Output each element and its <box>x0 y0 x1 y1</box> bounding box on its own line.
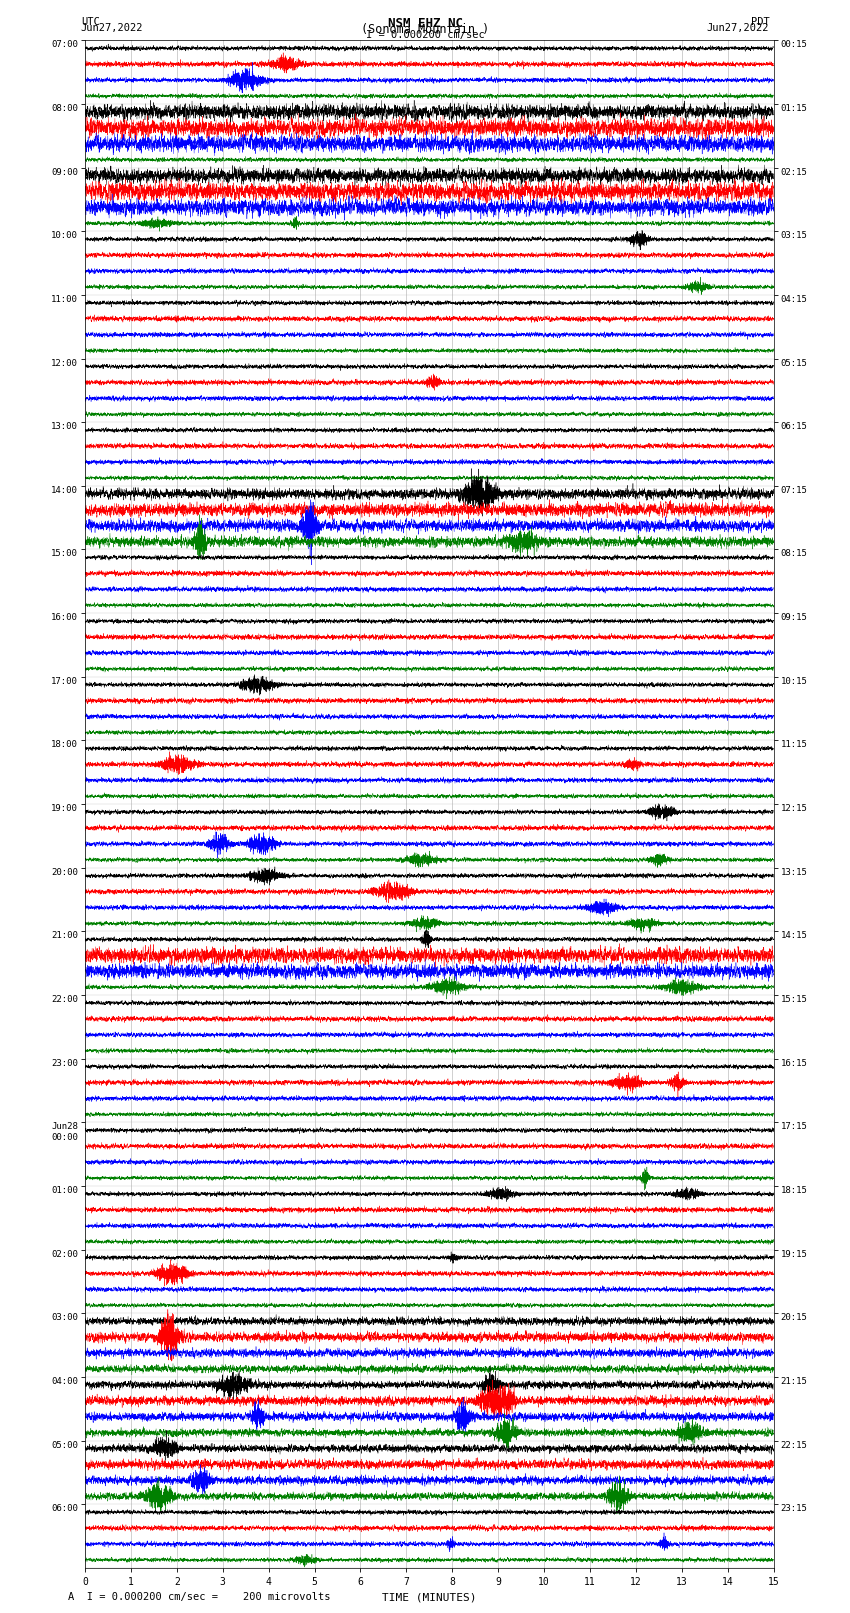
Text: PDT: PDT <box>751 18 769 27</box>
Text: (Sonoma Mountain ): (Sonoma Mountain ) <box>361 24 489 37</box>
Text: NSM EHZ NC: NSM EHZ NC <box>388 18 462 31</box>
Text: Jun27,2022: Jun27,2022 <box>81 24 144 34</box>
X-axis label: TIME (MINUTES): TIME (MINUTES) <box>382 1592 477 1602</box>
Text: Jun27,2022: Jun27,2022 <box>706 24 769 34</box>
Text: I = 0.000200 cm/sec: I = 0.000200 cm/sec <box>366 31 484 40</box>
Text: UTC: UTC <box>81 18 99 27</box>
Text: A  I = 0.000200 cm/sec =    200 microvolts: A I = 0.000200 cm/sec = 200 microvolts <box>68 1592 331 1602</box>
